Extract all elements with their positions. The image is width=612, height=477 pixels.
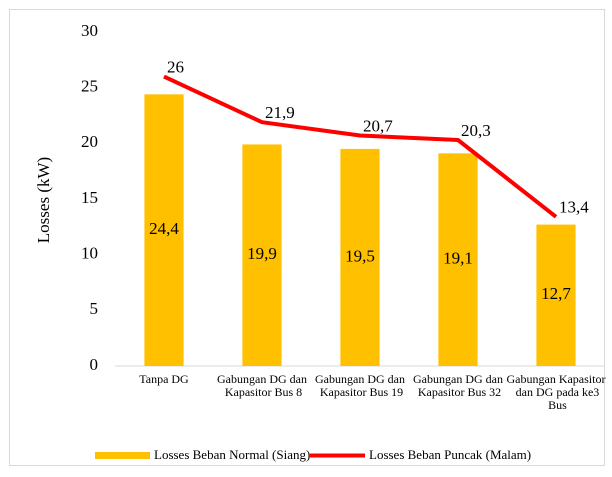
legend-label: Losses Beban Puncak (Malam): [369, 447, 531, 462]
chart-border: [9, 9, 605, 466]
legend-label: Losses Beban Normal (Siang): [154, 447, 310, 462]
x-tick-label: Tanpa DG: [139, 372, 189, 386]
bar: [536, 224, 576, 366]
line-value-label: 26: [167, 57, 184, 76]
y-axis-label: Losses (kW): [34, 157, 53, 243]
y-tick-label: 10: [81, 244, 98, 263]
x-tick-label: Gabungan DG dan Kapasitor Bus 32: [413, 372, 503, 399]
bar: [340, 148, 380, 366]
x-tick-label: Gabungan DG dan Kapasitor Bus 8: [217, 372, 307, 399]
x-tick-label: Gabungan DG dan Kapasitor Bus 19: [315, 372, 405, 399]
x-tick-label: Gabungan Kapasitor dan DG pada ke3 Bus: [507, 372, 606, 412]
bar-value-label: 19,1: [443, 249, 473, 268]
bar: [144, 94, 184, 366]
bar-value-label: 19,5: [345, 246, 375, 265]
line-value-label: 20,3: [461, 121, 491, 140]
bar-value-label: 24,4: [149, 219, 179, 238]
y-tick-label: 30: [81, 21, 98, 40]
legend-swatch: [95, 452, 150, 459]
y-tick-label: 25: [81, 77, 98, 96]
line-value-label: 20,7: [363, 116, 393, 135]
bar-value-label: 19,9: [247, 244, 277, 263]
y-tick-label: 5: [90, 299, 99, 318]
bar: [438, 153, 478, 366]
y-tick-label: 0: [90, 355, 99, 374]
y-tick-label: 15: [81, 188, 98, 207]
line-value-label: 21,9: [265, 103, 295, 122]
line-value-label: 13,4: [559, 198, 589, 217]
bar-value-label: 12,7: [541, 284, 571, 303]
bar: [242, 144, 282, 366]
line: [163, 74, 558, 219]
y-tick-label: 20: [81, 132, 98, 151]
